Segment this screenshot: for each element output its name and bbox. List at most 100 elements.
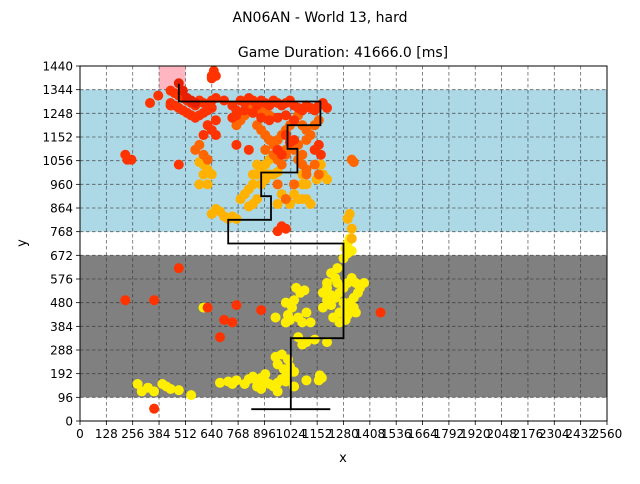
data-point-s0-25 [256, 383, 267, 394]
y-tick-label-15: 1440 [42, 60, 73, 74]
data-point-s0-70 [359, 277, 370, 288]
data-point-s3-87 [120, 295, 131, 306]
data-point-s2-47 [289, 179, 300, 190]
y-tick-label-13: 1248 [42, 107, 73, 121]
x-tick-label-9: 1152 [302, 427, 333, 441]
data-point-s3-82 [173, 159, 184, 170]
data-point-s1-18 [252, 194, 263, 205]
data-point-s0-48 [289, 295, 300, 306]
plot-area: 0 128 256 384 512 640 768 896 102411521280140815… [42, 60, 622, 442]
data-point-s0-55 [280, 297, 291, 308]
data-point-s3-85 [272, 226, 283, 237]
data-point-s0-51 [297, 317, 308, 328]
data-point-s0-61 [317, 302, 328, 313]
data-point-s2-49 [301, 169, 312, 180]
data-point-s3-93 [214, 332, 225, 343]
data-point-s0-24 [247, 371, 258, 382]
data-point-s3-73 [144, 97, 155, 108]
x-tick-label-10: 1280 [328, 427, 359, 441]
data-point-s3-55 [231, 110, 242, 121]
data-point-s0-45 [293, 332, 304, 343]
data-point-s3-89 [202, 302, 213, 313]
data-point-s0-41 [270, 351, 281, 362]
data-point-s1-10 [247, 179, 258, 190]
data-point-s2-25 [260, 144, 271, 155]
x-axis-label: x [339, 451, 347, 466]
x-tick-label-14: 1792 [434, 427, 465, 441]
data-point-s3-91 [227, 317, 238, 328]
data-point-s0-91 [332, 263, 343, 274]
data-point-s0-89 [317, 287, 328, 298]
scatter-points [120, 66, 386, 414]
y-tick-label-4: 384 [50, 320, 73, 334]
y-tick-label-1: 96 [58, 391, 73, 405]
data-point-s1-2 [231, 213, 242, 224]
data-point-s1-51 [301, 179, 312, 190]
y-tick-label-12: 1152 [42, 131, 73, 145]
y-tick-label-9: 864 [50, 202, 73, 216]
data-point-s0-4 [165, 383, 176, 394]
data-point-s3-59 [264, 115, 275, 126]
data-point-s0-44 [322, 337, 333, 348]
data-point-s3-20 [206, 102, 217, 113]
data-point-s3-62 [289, 115, 300, 126]
y-tick-label-8: 768 [50, 225, 73, 239]
data-point-s1-6 [206, 208, 217, 219]
x-tick-label-1: 128 [95, 427, 118, 441]
y-axis-label: y [15, 239, 30, 247]
data-point-s3-75 [243, 144, 254, 155]
data-point-s2-39 [297, 149, 308, 160]
data-point-s3-61 [280, 110, 291, 121]
x-tick-label-20: 2560 [592, 427, 623, 441]
data-point-s3-94 [375, 307, 386, 318]
y-tick-label-7: 672 [50, 249, 73, 263]
data-point-s3-90 [231, 300, 242, 311]
data-point-s2-34 [313, 169, 324, 180]
data-point-s4-1 [177, 85, 188, 96]
data-point-s1-26 [272, 199, 283, 210]
data-point-s3-29 [219, 95, 230, 106]
data-point-s1-42 [346, 233, 357, 244]
data-point-s0-6 [186, 390, 197, 401]
data-point-s3-81 [315, 149, 326, 160]
data-point-s3-28 [210, 115, 221, 126]
y-tick-label-11: 1056 [42, 154, 73, 168]
x-tick-label-17: 2176 [513, 427, 544, 441]
data-point-s3-57 [247, 107, 258, 118]
data-point-s3-86 [173, 263, 184, 274]
data-point-s0-8 [132, 379, 143, 390]
x-tick-label-2: 256 [121, 427, 144, 441]
data-point-s2-37 [301, 134, 312, 145]
data-point-s0-33 [314, 370, 325, 381]
data-point-s0-7 [157, 379, 168, 390]
data-point-s2-41 [348, 157, 359, 168]
data-point-s0-52 [301, 307, 312, 318]
data-point-s1-23 [252, 159, 263, 170]
data-point-s3-88 [149, 295, 160, 306]
trajectory-path [177, 83, 345, 411]
y-tick-label-2: 192 [50, 367, 73, 381]
data-point-s1-50 [297, 194, 308, 205]
x-tick-label-5: 640 [200, 427, 223, 441]
data-point-s0-9 [214, 377, 225, 388]
data-point-s2-43 [194, 139, 205, 150]
x-tick-label-18: 2304 [539, 427, 570, 441]
data-point-s3-71 [206, 70, 217, 81]
y-tick-label-0: 0 [65, 415, 73, 429]
data-point-s0-77 [352, 287, 363, 298]
data-point-s1-31 [305, 199, 316, 210]
data-point-s2-46 [280, 194, 291, 205]
data-point-s0-2 [149, 386, 160, 397]
data-point-s3-53 [322, 102, 333, 113]
y-tick-label-10: 960 [50, 178, 73, 192]
x-tick-label-3: 384 [148, 427, 171, 441]
data-point-s2-24 [313, 115, 324, 126]
data-point-s0-34 [301, 375, 312, 386]
data-point-s1-41 [344, 208, 355, 219]
data-point-s0-97 [340, 243, 351, 254]
data-point-s4-0 [173, 78, 184, 89]
data-point-s1-46 [198, 169, 209, 180]
data-point-s1-47 [194, 179, 205, 190]
data-point-s0-43 [309, 334, 320, 345]
